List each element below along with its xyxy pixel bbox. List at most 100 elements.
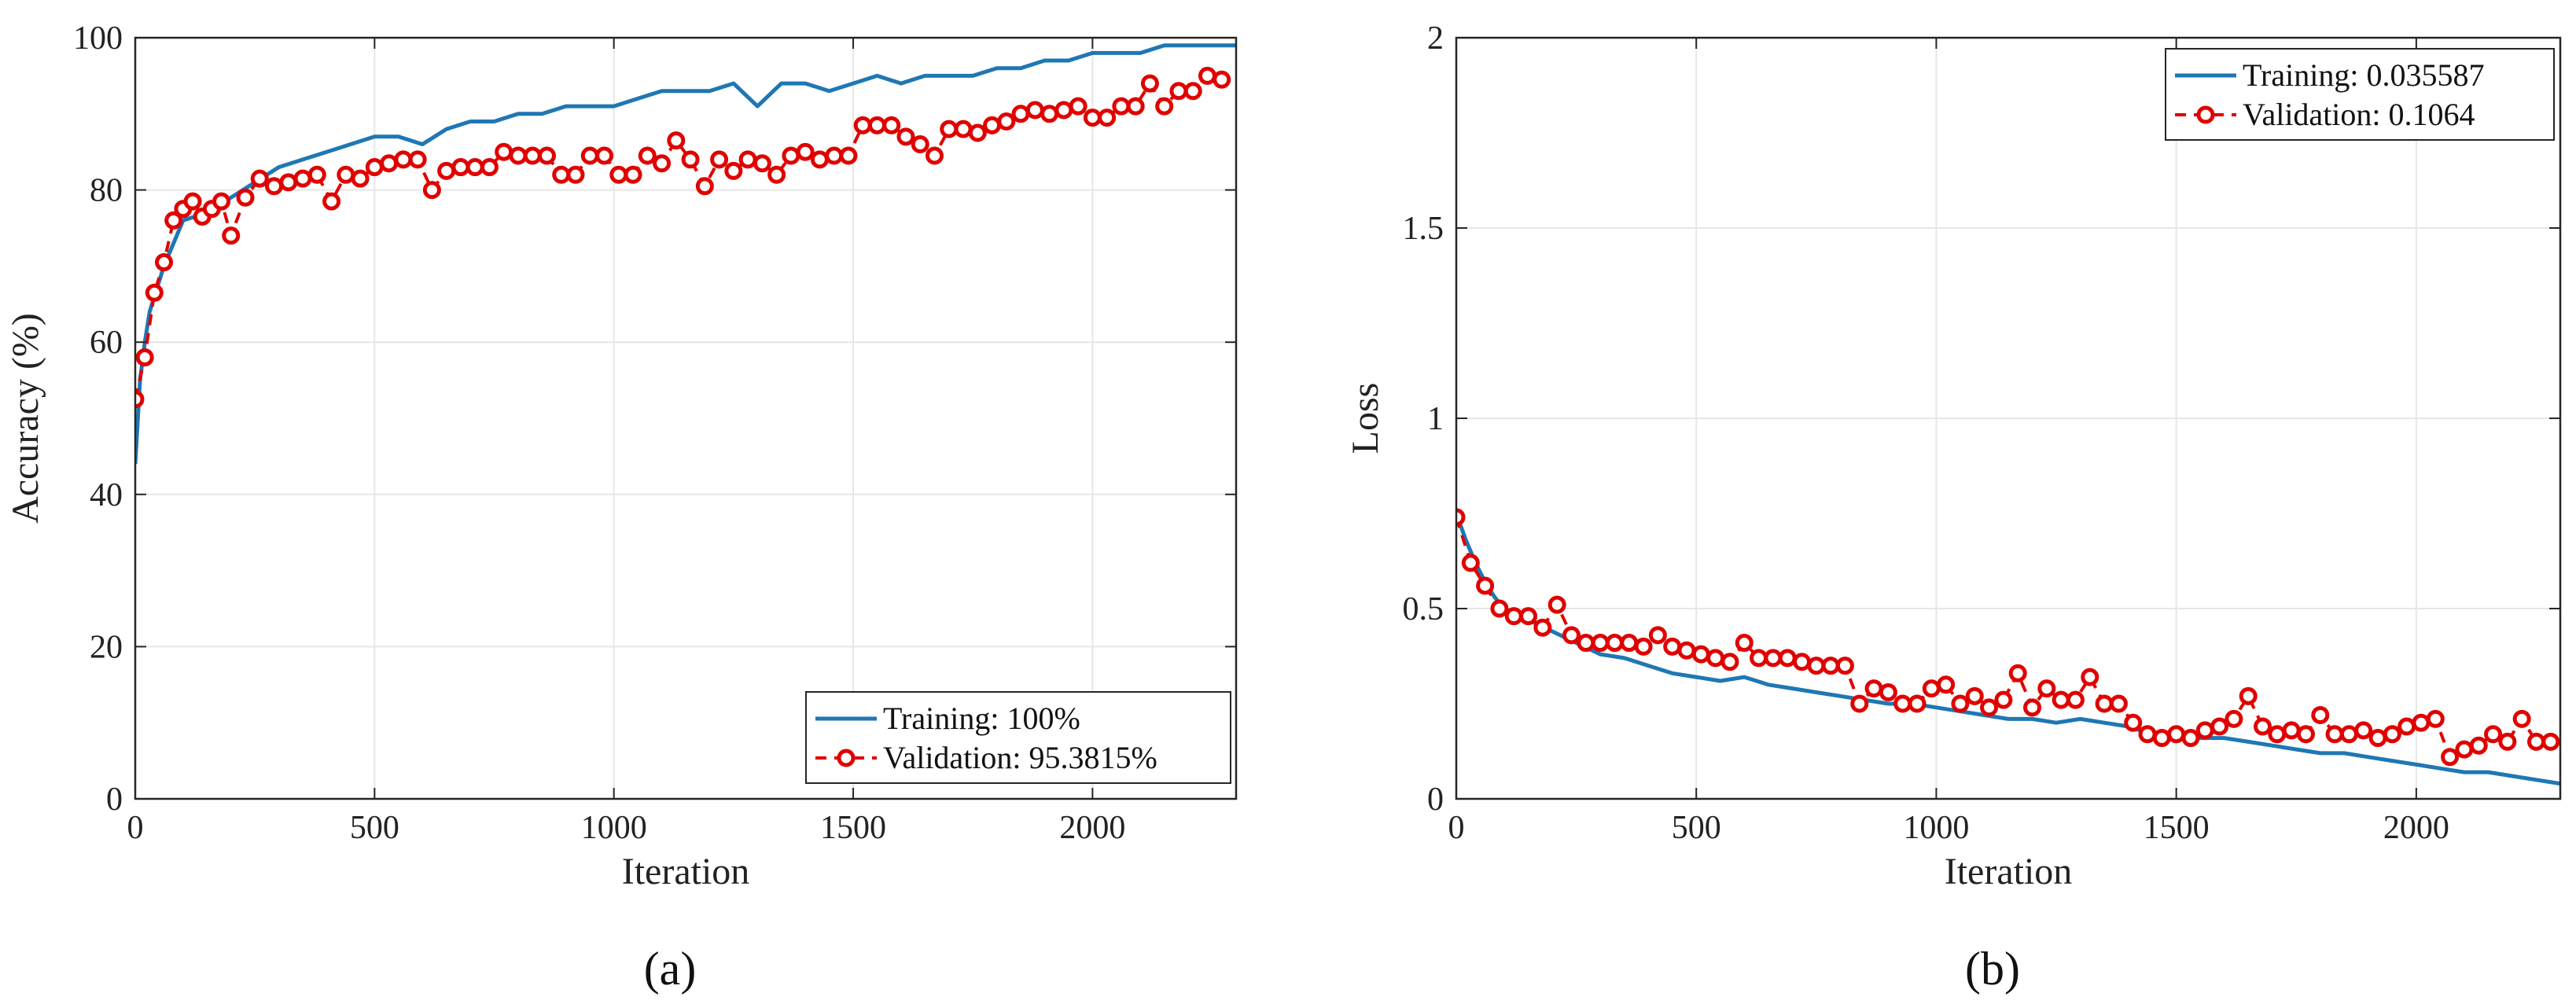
accuracy-validation-point [250,169,269,188]
accuracy-validation-point [983,116,1002,134]
loss-validation-point [1951,694,1970,713]
loss-validation-point [2339,725,2358,744]
loss-caption: (b) [1965,943,2020,995]
loss-validation-point [2066,690,2085,709]
accuracy-validation-point [710,150,729,169]
accuracy-validation-point [135,348,154,367]
loss-validation-point [1980,698,1999,717]
loss-validation-point [2195,721,2214,740]
accuracy-validation-point [307,165,326,184]
accuracy-validation-point [365,158,384,177]
accuracy-validation-point [1112,97,1131,116]
loss-validation-point [2412,713,2431,732]
accuracy-validation-point [1040,105,1059,123]
loss-validation-point [2052,690,2070,709]
loss-validation-point [1533,618,1552,637]
loss-validation-point [1835,657,1854,675]
loss-validation-point [1577,634,1595,653]
loss-validation-point [1793,653,1812,671]
accuracy-validation-point [882,116,901,134]
accuracy-validation-point [293,169,312,188]
loss-y-tick-label: 2 [1427,20,1444,57]
loss-validation-point [1720,653,1739,671]
accuracy-validation-point [767,165,786,184]
accuracy-validation-point [1198,66,1216,85]
loss-validation-point [2225,709,2243,728]
loss-validation-point [1605,634,1624,653]
loss-legend-validation-marker [2196,105,2215,124]
accuracy-validation-point [145,283,164,302]
accuracy-caption: (a) [644,943,697,995]
accuracy-validation-point [1183,82,1202,101]
loss-validation-point [2037,679,2056,698]
accuracy-validation-point [351,169,370,188]
accuracy-validation-point [624,165,642,184]
loss-validation-point [2368,729,2387,748]
accuracy-validation-point [495,142,513,161]
loss-validation-point [2239,686,2258,705]
loss-validation-point [1864,679,1883,698]
loss-validation-point [2109,694,2128,713]
accuracy-validation-point [724,161,743,180]
accuracy-validation-point [212,192,231,211]
loss-validation-point [1648,626,1667,645]
loss-grid [1455,37,2560,800]
accuracy-plot-frame [134,36,1238,800]
accuracy-y-tick-label: 0 [106,782,123,818]
accuracy-series [135,43,1236,465]
accuracy-validation-point [825,146,844,165]
loss-validation-point [1994,690,2013,709]
loss-validation-point [1821,657,1840,675]
loss-validation-point [2254,717,2272,736]
loss-validation-point [1879,682,1897,701]
loss-validation-point [2512,709,2531,728]
accuracy-legend-validation-label: Validation: 95.3815% [883,740,1157,775]
accuracy-validation-point [279,173,298,192]
loss-validation-point [2541,732,2560,751]
loss-validation-point [2441,748,2460,767]
loss-validation-point [1663,637,1682,656]
loss-validation-point [1893,694,1912,713]
loss-validation-point [1634,637,1653,656]
accuracy-validation-point [155,253,174,272]
loss-validation-point [2167,725,2186,744]
accuracy-y-tick-label: 40 [90,477,123,513]
loss-validation-point [2138,725,2157,744]
accuracy-validation-point [609,165,628,184]
loss-validation-point [2296,725,2315,744]
loss-training-line [1456,513,2560,786]
loss-validation-point [1778,649,1797,668]
accuracy-validation-point [1025,101,1044,120]
loss-validation-point [1691,645,1710,664]
accuracy-validation-point [810,150,829,169]
loss-validation-point [1476,576,1495,595]
accuracy-validation-point [595,146,614,165]
accuracy-validation-point [394,150,413,169]
accuracy-x-tick-label: 1500 [820,810,886,846]
loss-x-tick-label: 1000 [1903,810,1969,846]
accuracy-legend-validation-marker [837,749,856,767]
loss-validation-point [1461,554,1480,572]
accuracy-validation-point [940,120,959,138]
loss-validation-point [2398,717,2416,736]
loss-validation-point [2426,709,2445,728]
accuracy-validation-point [997,112,1016,131]
accuracy-legend-box [805,691,1231,784]
loss-validation-point [2008,664,2027,682]
accuracy-validation-point [337,165,355,184]
loss-validation-point [1519,607,1538,626]
loss-x-tick-label: 2000 [2383,810,2449,846]
loss-validation-point [2282,721,2301,740]
accuracy-validation-point [667,131,686,150]
accuracy-validation-point [408,150,427,169]
accuracy-validation-point [523,146,542,165]
loss-validation-point [1965,686,1984,705]
loss-validation-point [2383,725,2401,744]
accuracy-validation-point [896,127,915,146]
accuracy-validation-point [164,211,183,230]
loss-legend-box [2165,48,2555,141]
accuracy-validation-point [853,116,872,134]
loss-validation-point [2325,725,2344,744]
accuracy-validation-point [183,192,202,211]
loss-y-tick-label: 0 [1427,782,1444,818]
